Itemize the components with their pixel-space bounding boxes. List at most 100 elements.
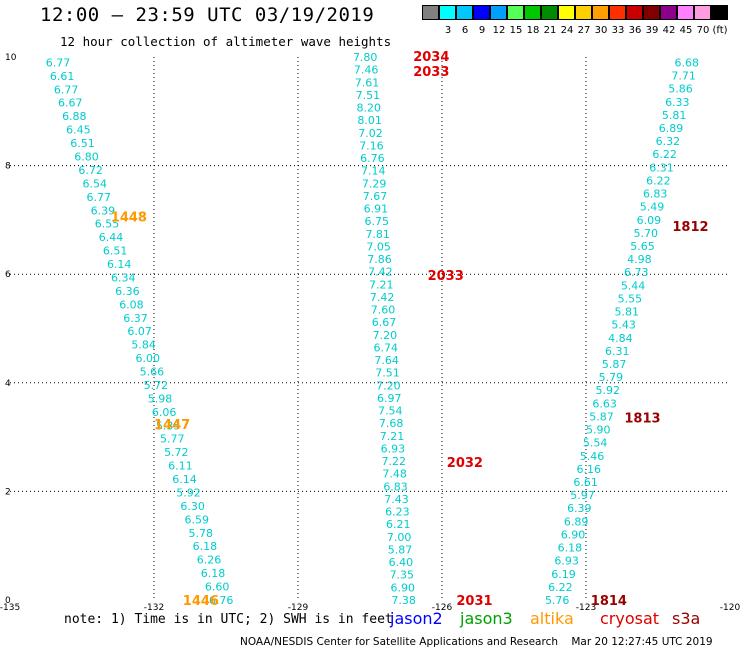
legend-swatch [473,5,490,20]
wave-height-value: 6.32 [656,135,681,148]
wave-height-value: 4.98 [627,253,652,266]
pass-time-label: 1448 [111,211,147,226]
x-tick-label: -123 [576,603,596,613]
wave-height-value: 6.31 [605,345,630,358]
wave-height-value: 7.51 [375,367,400,380]
legend-swatch [626,5,643,20]
wave-height-value: 6.11 [168,460,193,473]
satellite-label: altika [530,609,574,628]
wave-height-value: 7.21 [369,278,394,291]
wave-height-value: 6.09 [637,214,662,227]
legend-label: 6 [461,25,469,36]
wave-height-value: 6.68 [675,56,700,69]
wave-height-value: 6.67 [58,97,83,110]
y-tick-label: 8 [5,162,11,172]
wave-height-value: 5.81 [614,306,639,319]
wave-height-value: 6.90 [561,528,586,541]
wave-height-value: 5.81 [662,109,687,122]
wave-height-value: 6.18 [193,540,218,553]
wave-height-value: 7.60 [371,304,396,317]
wave-height-value: 7.20 [376,379,401,392]
pass-time-label: 1447 [154,418,190,433]
wave-height-value: 5.54 [583,437,608,450]
y-tick-label: 10 [5,53,17,63]
wave-height-value: 6.93 [381,442,406,455]
wave-height-value: 6.19 [551,568,576,581]
legend-swatch [643,5,660,20]
wave-height-value: 6.22 [548,581,573,594]
legend-label: 12 [492,25,506,36]
y-tick-label: 4 [5,379,11,389]
y-tick-label: 2 [5,487,11,497]
wave-height-value: 6.37 [123,312,148,325]
legend-swatch [558,5,575,20]
wave-height-value: 5.66 [140,366,165,379]
y-tick-label: 0 [5,596,11,606]
wave-height-value: 6.88 [62,110,87,123]
wave-height-value: 5.76 [545,594,570,607]
legend-swatch [541,5,558,20]
wave-height-value: 6.67 [372,316,397,329]
wave-height-value: 6.06 [152,406,177,419]
wave-height-value: 7.61 [355,76,380,89]
wave-height-value: 5.72 [164,446,189,459]
wave-height-value: 6.51 [70,137,95,150]
satellite-label: cryosat [600,609,660,628]
page-title: 12:00 – 23:59 UTC 03/19/2019 [40,4,375,26]
pass-time-label: 1814 [591,594,627,609]
legend-swatch [490,5,507,20]
x-tick-label: -129 [288,603,309,613]
wave-height-value: 5.90 [586,424,611,437]
legend-swatch [456,5,473,20]
wave-height-value: 6.08 [119,298,144,311]
wave-height-value: 7.48 [382,468,407,481]
wave-height-value: 7.05 [366,240,391,253]
legend-label: 39 [645,25,659,36]
wave-height-value: 6.60 [205,581,230,594]
wave-height-value: 6.14 [172,473,197,486]
timestamp-text: Mar 20 12:27:45 UTC 2019 [571,636,713,648]
wave-height-value: 7.42 [368,266,393,279]
wave-height-value: 6.89 [659,122,684,135]
wave-height-value: 5.87 [388,543,413,556]
wave-height-value: 5.72 [144,379,169,392]
wave-height-value: 7.35 [390,569,415,582]
wave-height-value: 7.02 [358,127,383,140]
legend-label: 3 [444,25,452,36]
legend-label: 33 [611,25,625,36]
wave-height-value: 6.76 [209,594,234,607]
wave-height-value: 5.70 [633,227,658,240]
pass-time-label: 2033 [413,65,449,80]
legend-label: 24 [560,25,574,36]
wave-height-value: 6.61 [50,70,75,83]
wave-height-value: 6.45 [66,124,91,137]
wave-height-value: 7.67 [363,190,388,203]
wave-height-value: 6.00 [136,352,161,365]
wave-height-value: 6.77 [54,83,79,96]
legend-unit: (ft) [712,25,728,36]
wave-height-value: 7.16 [359,139,384,152]
x-tick-label: -135 [0,603,20,613]
wave-height-value: 8.20 [357,102,382,115]
wave-height-value: 5.35 [156,419,181,432]
legend-swatch [677,5,694,20]
legend-swatch [609,5,626,20]
wave-height-value: 6.55 [95,218,120,231]
wave-height-value: 6.77 [87,191,112,204]
wave-height-value: 5.79 [599,371,624,384]
wave-height-value: 6.89 [564,515,589,528]
wave-height-value: 7.14 [361,165,386,178]
units-note: note: 1) Time is in UTC; 2) SWH is in fe… [64,612,393,627]
legend-swatch [422,5,439,20]
legend-label: 27 [577,25,591,36]
legend-swatch [711,5,728,20]
wave-height-value: 6.07 [127,325,152,338]
legend-swatch [507,5,524,20]
wave-height-value: 6.93 [554,555,579,568]
legend-label: 42 [662,25,676,36]
wave-height-value: 6.18 [558,542,583,555]
wave-height-value: 5.43 [611,319,636,332]
wave-height-value: 5.44 [621,279,646,292]
legend-swatch [660,5,677,20]
